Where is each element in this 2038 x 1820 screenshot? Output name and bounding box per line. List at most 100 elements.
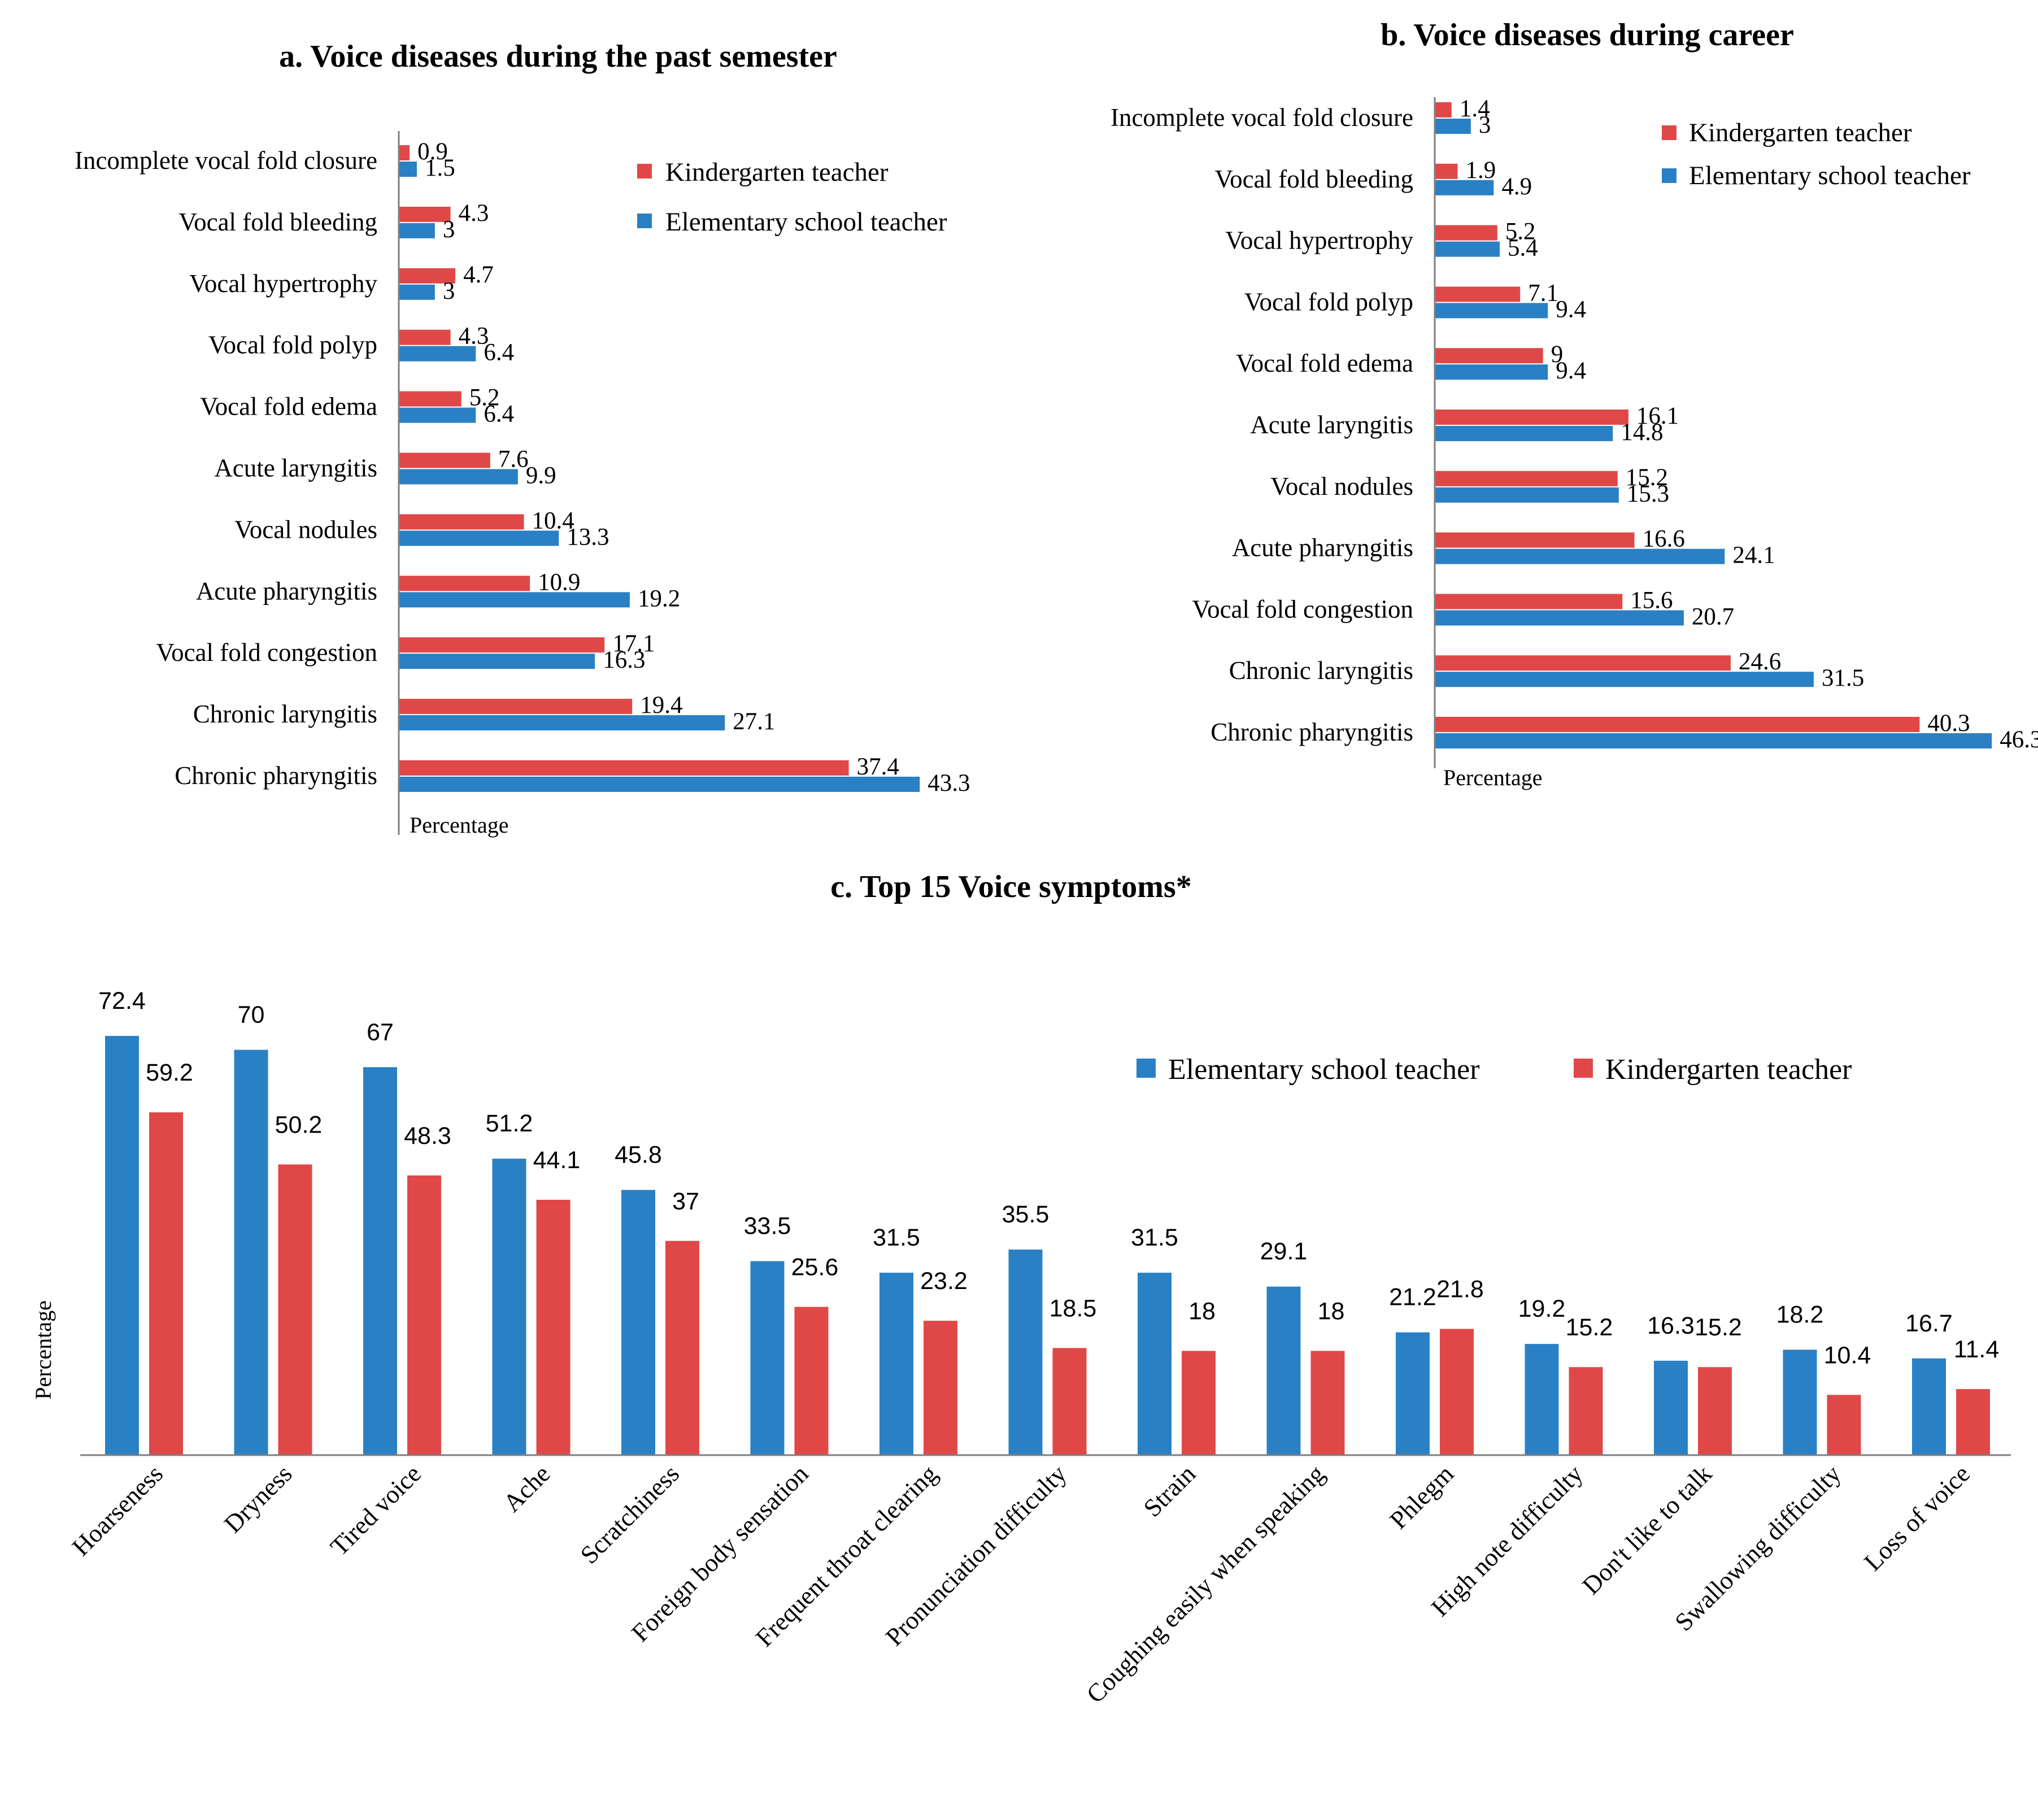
chart-b-bar-elementary-vocal-hypertrophy — [1435, 241, 1500, 257]
chart-b-bar-kindergarten-acute-pharyngitis — [1435, 532, 1635, 548]
chart-c-label-elementary-scratchiness: 45.8 — [615, 1142, 662, 1169]
chart-a-label-kindergarten-chronic-pharyngitis: 37.4 — [857, 754, 899, 780]
chart-b-label-elementary-vocal-fold-polyp: 9.4 — [1556, 296, 1586, 323]
chart-b-bar-elementary-vocal-nodules — [1435, 487, 1619, 503]
chart-a-label-elementary-vocal-fold-bleeding: 3 — [443, 216, 455, 243]
chart-c-label-elementary-loss-of-voice: 16.7 — [1905, 1310, 1953, 1337]
chart-a-category-chronic-pharyngitis: Chronic pharyngitis — [175, 761, 377, 790]
chart-a-label-elementary-vocal-fold-edema: 6.4 — [484, 401, 514, 428]
chart-c-label-kindergarten-foreign-body-sensation: 25.6 — [791, 1254, 839, 1281]
chart-a-label-kindergarten-acute-pharyngitis: 10.9 — [538, 569, 580, 595]
chart-a-category-incomplete-vocal-fold-closure: Incomplete vocal fold closure — [75, 146, 377, 175]
chart-c-title: c. Top 15 Voice symptoms* — [830, 869, 1191, 904]
chart-b-bar-kindergarten-vocal-nodules — [1435, 471, 1618, 486]
chart-a-label-elementary-vocal-hypertrophy: 3 — [443, 278, 455, 304]
chart-a-bar-elementary-vocal-fold-bleeding — [399, 223, 435, 238]
chart-c-bar-kindergarten-frequent-throat-clearing — [924, 1321, 957, 1455]
chart-c-legend-swatch-elementary — [1136, 1059, 1156, 1078]
chart-a-bar-kindergarten-vocal-hypertrophy — [399, 268, 456, 284]
chart-b-xlabel: Percentage — [1443, 765, 1542, 790]
chart-a: a. Voice diseases during the past semest… — [75, 39, 970, 838]
chart-a-category-vocal-fold-congestion: Vocal fold congestion — [156, 638, 377, 667]
chart-a-bar-kindergarten-incomplete-vocal-fold-closure — [399, 145, 410, 160]
chart-b-label-elementary-acute-laryngitis: 14.8 — [1621, 419, 1663, 446]
chart-b-title: b. Voice diseases during career — [1381, 18, 1794, 53]
chart-a-title: a. Voice diseases during the past semest… — [279, 39, 837, 74]
chart-c-bar-kindergarten-scratchiness — [665, 1240, 699, 1455]
chart-b-bar-kindergarten-acute-laryngitis — [1435, 410, 1628, 425]
chart-c-bar-elementary-frequent-throat-clearing — [879, 1273, 913, 1455]
chart-b-bar-kindergarten-chronic-pharyngitis — [1435, 717, 1920, 732]
chart-c-plot: 72.4 59.2 Hoarseness 70 50.2 Dryness 67 48.3 Tir… — [67, 987, 1999, 1709]
chart-c-label-elementary-don-t-like-to-talk: 16.3 — [1647, 1312, 1695, 1339]
chart-c-label-elementary-frequent-throat-clearing: 31.5 — [873, 1224, 920, 1251]
chart-a-bar-kindergarten-acute-laryngitis — [399, 452, 490, 468]
chart-c-bar-elementary-coughing-easily-when-speaking — [1266, 1286, 1301, 1455]
chart-c-label-elementary-pronunciation-difficulty: 35.5 — [1002, 1201, 1050, 1228]
chart-b-legend: Kindergarten teacher Elementary school t… — [1662, 118, 1971, 190]
chart-a-label-kindergarten-vocal-fold-edema: 5.2 — [469, 385, 500, 411]
chart-c-category-hoarseness: Hoarseness — [67, 1460, 168, 1561]
chart-b-label-elementary-vocal-fold-congestion: 20.7 — [1692, 603, 1734, 630]
chart-c-category-dryness: Dryness — [219, 1460, 298, 1539]
chart-b-label-elementary-vocal-hypertrophy: 5.4 — [1508, 235, 1538, 262]
chart-c-label-kindergarten-tired-voice: 48.3 — [404, 1122, 451, 1150]
chart-c-legend: Elementary school teacher Kindergarten t… — [1136, 1053, 1852, 1086]
chart-b-category-acute-laryngitis: Acute laryngitis — [1250, 411, 1413, 439]
chart-a-label-elementary-chronic-pharyngitis: 43.3 — [927, 770, 970, 796]
chart-b-label-kindergarten-vocal-nodules: 15.2 — [1626, 464, 1668, 491]
chart-b-bar-elementary-acute-laryngitis — [1435, 426, 1613, 441]
chart-c-label-kindergarten-strain: 18 — [1188, 1298, 1216, 1325]
chart-c-label-kindergarten-ache: 44.1 — [533, 1147, 581, 1174]
chart-b-bar-kindergarten-vocal-fold-congestion — [1435, 594, 1623, 609]
chart-b-category-vocal-hypertrophy: Vocal hypertrophy — [1225, 227, 1413, 255]
chart-b-legend-label-elementary: Elementary school teacher — [1689, 161, 1971, 190]
chart-c-bar-kindergarten-dryness — [278, 1164, 312, 1455]
chart-b-bar-elementary-chronic-laryngitis — [1435, 672, 1814, 687]
chart-b-bar-elementary-vocal-fold-bleeding — [1435, 180, 1494, 195]
chart-b-label-kindergarten-incomplete-vocal-fold-closure: 1.4 — [1460, 95, 1490, 122]
chart-a-bar-elementary-chronic-pharyngitis — [399, 777, 920, 792]
chart-c-category-don-t-like-to-talk: Don't like to talk — [1577, 1459, 1717, 1600]
chart-c-label-kindergarten-swallowing-difficulty: 10.4 — [1824, 1342, 1871, 1369]
chart-a-bar-elementary-vocal-nodules — [399, 530, 559, 546]
chart-a-label-elementary-vocal-fold-polyp: 6.4 — [484, 339, 514, 366]
chart-c-category-ache: Ache — [498, 1460, 555, 1517]
chart-b-label-kindergarten-vocal-fold-bleeding: 1.9 — [1465, 157, 1496, 184]
chart-b-label-elementary-vocal-fold-bleeding: 4.9 — [1501, 173, 1532, 200]
chart-c-bar-kindergarten-don-t-like-to-talk — [1698, 1367, 1732, 1455]
chart-a-bar-kindergarten-vocal-fold-congestion — [399, 637, 605, 653]
chart-b-bar-elementary-chronic-pharyngitis — [1435, 733, 1992, 748]
chart-b-bar-kindergarten-vocal-fold-edema — [1435, 348, 1543, 364]
chart-c-bar-kindergarten-phlegm — [1440, 1329, 1474, 1455]
chart-c-bar-kindergarten-pronunciation-difficulty — [1052, 1348, 1087, 1455]
chart-a-bar-elementary-incomplete-vocal-fold-closure — [399, 162, 417, 177]
chart-a-bar-kindergarten-vocal-fold-polyp — [399, 329, 451, 345]
chart-a-bar-kindergarten-chronic-pharyngitis — [399, 760, 849, 776]
chart-c-bar-kindergarten-tired-voice — [407, 1175, 441, 1455]
chart-c-category-strain: Strain — [1138, 1460, 1201, 1522]
chart-b-label-kindergarten-vocal-fold-edema: 9 — [1551, 341, 1564, 368]
chart-c-bar-elementary-phlegm — [1396, 1332, 1430, 1455]
chart-a-legend-swatch-kindergarten — [637, 164, 652, 178]
chart-c-label-elementary-coughing-easily-when-speaking: 29.1 — [1260, 1238, 1308, 1265]
chart-a-bar-kindergarten-acute-pharyngitis — [399, 576, 530, 591]
chart-c-bar-kindergarten-strain — [1182, 1351, 1216, 1455]
chart-a-label-elementary-vocal-nodules: 13.3 — [567, 524, 609, 550]
chart-c-bar-elementary-hoarseness — [105, 1035, 139, 1455]
chart-a-legend: Kindergarten teacher Elementary school t… — [637, 158, 947, 237]
chart-a-bar-kindergarten-chronic-laryngitis — [399, 699, 633, 715]
chart-b-bar-kindergarten-incomplete-vocal-fold-closure — [1435, 102, 1452, 117]
chart-a-label-elementary-acute-pharyngitis: 19.2 — [638, 585, 680, 612]
chart-b-bar-elementary-incomplete-vocal-fold-closure — [1435, 119, 1471, 134]
chart-a-category-acute-laryngitis: Acute laryngitis — [214, 454, 377, 482]
chart-b-label-elementary-chronic-laryngitis: 31.5 — [1822, 665, 1864, 691]
chart-b-legend-swatch-kindergarten — [1662, 125, 1676, 140]
chart-b-category-chronic-laryngitis: Chronic laryngitis — [1229, 656, 1413, 685]
chart-a-category-vocal-fold-polyp: Vocal fold polyp — [208, 331, 377, 359]
chart-c-category-scratchiness: Scratchiness — [575, 1460, 685, 1569]
chart-c-bar-kindergarten-ache — [536, 1199, 571, 1455]
chart-b-category-vocal-fold-polyp: Vocal fold polyp — [1244, 288, 1413, 316]
chart-c-label-kindergarten-pronunciation-difficulty: 18.5 — [1050, 1295, 1097, 1322]
chart-b-bar-kindergarten-vocal-fold-bleeding — [1435, 163, 1458, 179]
